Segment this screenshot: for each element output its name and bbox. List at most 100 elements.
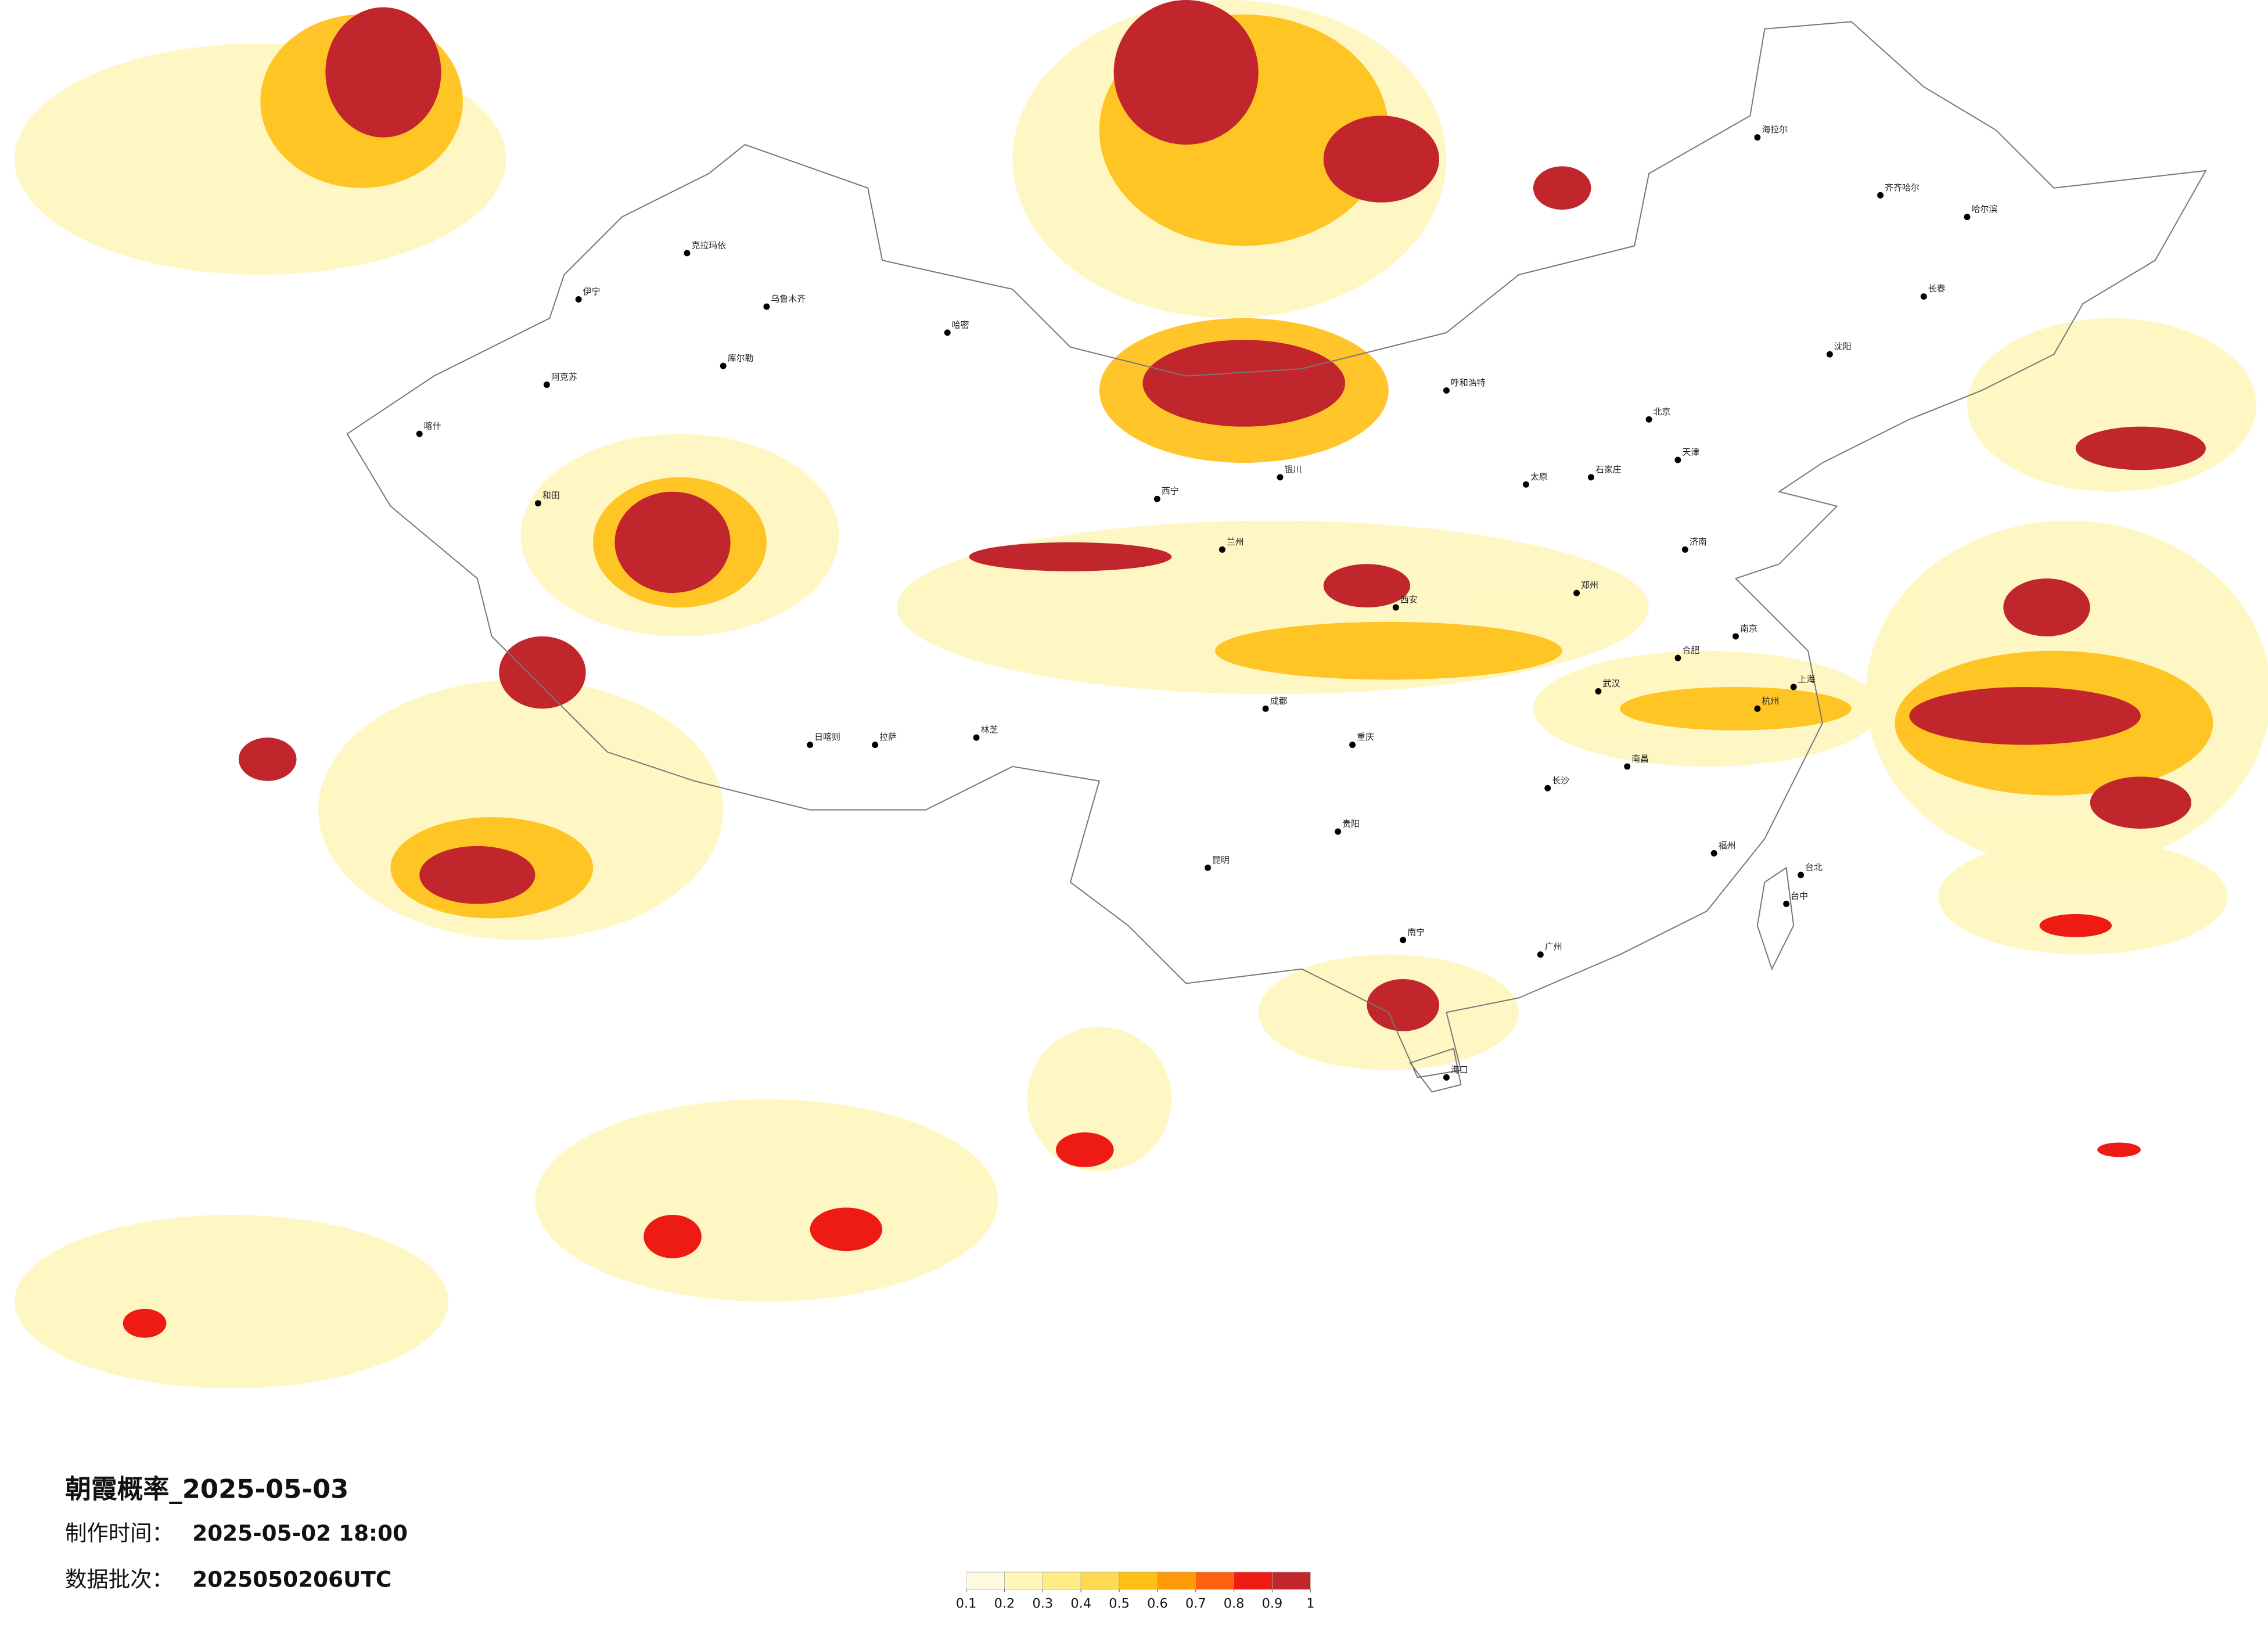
city-dot	[1877, 192, 1884, 199]
city-label: 福州	[1719, 840, 1736, 851]
city-label: 济南	[1690, 537, 1707, 547]
city-dot	[1205, 864, 1211, 871]
city-dot	[1544, 785, 1551, 792]
city-label: 库尔勒	[728, 353, 754, 364]
city-dot	[1754, 705, 1761, 712]
city-dot	[1674, 654, 1681, 661]
city-label: 杭州	[1762, 696, 1779, 706]
city-dot	[944, 329, 951, 336]
city-dot	[763, 303, 770, 310]
colorbar-tick-label: 0.2	[994, 1596, 1015, 1611]
city-dot	[534, 500, 541, 507]
city-label: 郑州	[1581, 580, 1598, 591]
city-label: 林芝	[981, 725, 998, 735]
city-dot	[1674, 456, 1681, 463]
colorbar-swatch	[1080, 1571, 1120, 1590]
city-label: 沈阳	[1834, 341, 1852, 352]
city-dot	[1443, 1074, 1450, 1081]
city-label: 广州	[1545, 941, 1562, 952]
city-label: 西宁	[1162, 486, 1179, 497]
colorbar-tick-label: 0.7	[1185, 1596, 1206, 1611]
made-time: 2025-05-02 18:00	[192, 1520, 408, 1546]
city-dot	[1798, 872, 1805, 879]
city-dot	[1392, 604, 1399, 611]
city-dot	[1573, 589, 1580, 596]
city-dot	[720, 362, 727, 369]
colorbar-swatch	[1272, 1571, 1311, 1590]
city-dot	[1262, 705, 1269, 712]
city-dot	[1595, 688, 1602, 695]
city-label: 喀什	[424, 421, 441, 431]
city-dot	[807, 742, 814, 749]
city-dot	[1400, 937, 1407, 944]
city-dot	[1335, 828, 1342, 835]
city-label: 太原	[1530, 472, 1548, 482]
country-border	[346, 21, 2207, 1093]
colorbar-tick-label: 0.8	[1224, 1596, 1245, 1611]
city-label: 西安	[1400, 595, 1418, 605]
colorbar-swatch	[1195, 1571, 1234, 1590]
city-dot	[1964, 214, 1971, 221]
city-label: 昆明	[1212, 855, 1230, 865]
city-dot	[1522, 481, 1529, 488]
colorbar-swatch	[1042, 1571, 1081, 1590]
city-dot	[1733, 633, 1739, 640]
city-dot	[684, 250, 691, 257]
city-label: 上海	[1798, 674, 1816, 685]
city-label: 南京	[1740, 623, 1757, 634]
city-dot	[1783, 901, 1790, 908]
city-dot	[1790, 684, 1797, 690]
city-dot	[872, 742, 879, 749]
city-dot	[1681, 546, 1688, 553]
city-dot	[1645, 416, 1652, 423]
city-dot	[1153, 495, 1160, 502]
batch-label: 数据批次：	[65, 1567, 174, 1592]
city-label: 成都	[1270, 696, 1288, 706]
city-dot	[1920, 293, 1927, 300]
city-dot	[1277, 474, 1284, 481]
city-dot	[1349, 742, 1356, 749]
city-label: 哈尔滨	[1971, 204, 1997, 214]
city-label: 北京	[1654, 406, 1671, 417]
city-label: 南昌	[1631, 753, 1649, 764]
city-label: 海口	[1451, 1064, 1468, 1075]
city-dot	[416, 430, 423, 437]
city-label: 齐齐哈尔	[1885, 182, 1920, 193]
city-label: 石家庄	[1595, 464, 1622, 474]
batch: 2025050206UTC	[192, 1567, 391, 1592]
city-label: 兰州	[1227, 537, 1244, 547]
city-dot	[1219, 546, 1225, 553]
city-label: 伊宁	[583, 286, 601, 297]
city-label: 日喀则	[814, 732, 840, 742]
city-label: 台北	[1805, 862, 1823, 872]
colorbar: 0.1 0.2 0.3 0.4 0.5 0.6 0.7 0.8 0.9 1	[956, 1571, 1314, 1611]
city-dot	[1754, 134, 1761, 141]
colorbar-tick-label: 0.6	[1147, 1596, 1168, 1611]
city-label: 银川	[1285, 464, 1302, 474]
city-dot	[575, 296, 582, 303]
city-dot	[1710, 850, 1717, 857]
city-label: 阿克苏	[551, 372, 577, 382]
colorbar-swatch	[1119, 1571, 1158, 1590]
city-label: 合肥	[1682, 645, 1699, 656]
city-label: 乌鲁木齐	[771, 294, 806, 304]
map-title: 朝霞概率_2025-05-03	[65, 1474, 348, 1505]
colorbar-tick-label: 1	[1306, 1596, 1314, 1611]
city-label: 武汉	[1602, 678, 1620, 689]
colorbar-tick-label: 0.4	[1070, 1596, 1091, 1611]
city-label: 重庆	[1357, 732, 1374, 742]
colorbar-swatch	[1157, 1571, 1196, 1590]
made-time-label: 制作时间：	[65, 1520, 174, 1546]
colorbar-tick-label: 0.5	[1109, 1596, 1130, 1611]
colorbar-swatch	[1234, 1571, 1273, 1590]
city-label: 南宁	[1407, 927, 1425, 937]
city-label: 哈密	[952, 319, 969, 330]
colorbar-swatch	[1004, 1571, 1043, 1590]
city-dot	[1624, 763, 1631, 770]
colorbar-swatch	[966, 1571, 1005, 1590]
colorbar-tick-label: 0.9	[1262, 1596, 1283, 1611]
city-label: 拉萨	[879, 732, 897, 742]
